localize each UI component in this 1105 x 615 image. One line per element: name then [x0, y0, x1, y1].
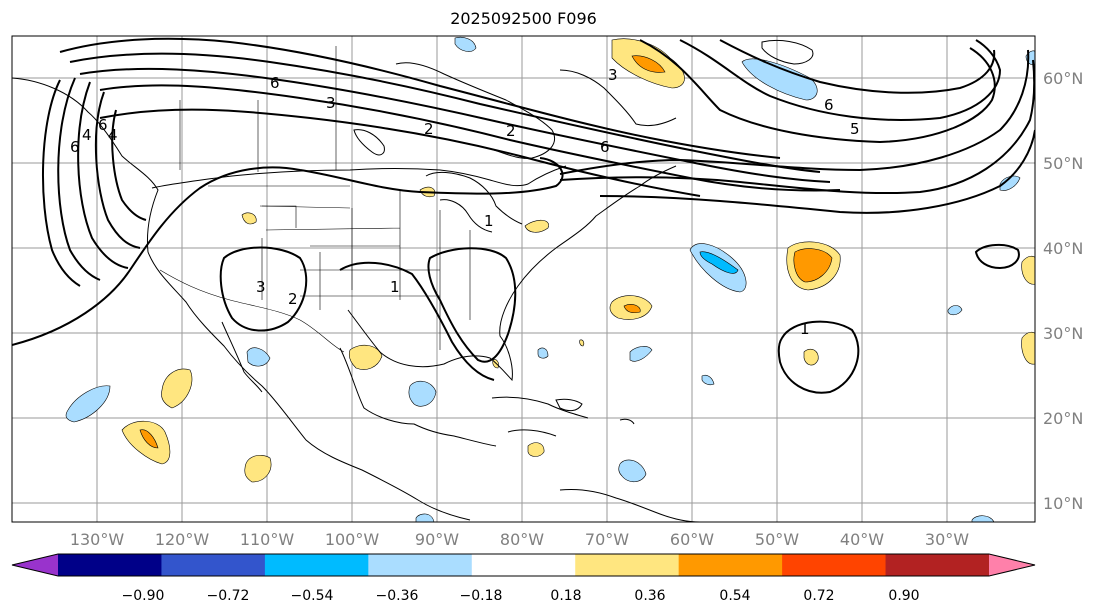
colorbar-tick-label: 0.36	[634, 588, 665, 604]
colorbar-tick-label: −0.90	[122, 588, 165, 604]
lat-label: 10°N	[1043, 494, 1083, 513]
colorbar-tick-label: −0.36	[376, 588, 419, 604]
contour-label: 6	[70, 138, 80, 156]
lat-label: 50°N	[1043, 154, 1083, 173]
contour-label: 6	[98, 116, 108, 134]
colorbar-segment	[575, 554, 680, 576]
lat-label: 20°N	[1043, 409, 1083, 428]
contour-label: 3	[326, 94, 336, 112]
colorbar-tick-label: 0.54	[719, 588, 750, 604]
colorbar-tick-label: −0.72	[207, 588, 250, 604]
colorbar-tick-label: −0.18	[460, 588, 503, 604]
lon-label: 100°W	[325, 530, 380, 549]
colorbar-tick-label: −0.54	[291, 588, 334, 604]
colorbar-extension-high	[989, 554, 1035, 576]
contour-label: 6	[600, 138, 610, 156]
lon-label: 50°W	[755, 530, 799, 549]
colorbar-segment	[471, 554, 576, 576]
lat-label: 30°N	[1043, 324, 1083, 343]
longitude-labels: 130°W 120°W 110°W 100°W 90°W 80°W 70°W 6…	[70, 530, 969, 549]
map-title: 2025092500 F096	[450, 9, 597, 28]
political-borders	[159, 46, 471, 353]
lon-label: 70°W	[585, 530, 629, 549]
contour-label: 6	[824, 96, 834, 114]
lon-label: 110°W	[240, 530, 295, 549]
lat-label: 40°N	[1043, 239, 1083, 258]
contour-label: 2	[506, 122, 516, 140]
contour-label: 1	[800, 320, 810, 338]
lon-label: 30°W	[925, 530, 969, 549]
colorbar-tick-label: 0.72	[803, 588, 834, 604]
colorbar-segment	[782, 554, 887, 576]
colorbar	[11, 553, 1036, 577]
lon-label: 120°W	[155, 530, 210, 549]
contour-label: 3	[256, 278, 266, 296]
colorbar-outline	[11, 553, 1036, 577]
colorbar-segment	[58, 554, 162, 576]
latitude-labels: 60°N 50°N 40°N 30°N 20°N 10°N	[1043, 69, 1083, 513]
lon-label: 80°W	[500, 530, 544, 549]
lon-label: 60°W	[670, 530, 714, 549]
colorbar-tick-labels: −0.90 −0.72 −0.54 −0.36 −0.18 0.18 0.36 …	[122, 588, 920, 604]
contour-label: 5	[850, 120, 860, 138]
contour-label: 1	[390, 278, 400, 296]
colorbar-segment	[161, 554, 266, 576]
contour-label: 4	[108, 126, 118, 144]
contour-label: 2	[288, 290, 298, 308]
lon-label: 90°W	[415, 530, 459, 549]
contour-label: 4	[82, 126, 92, 144]
lon-label: 130°W	[70, 530, 125, 549]
contour-labels: 6 4 6 4 6 3 2 2 1 6 3 6 5 3 2 1 1	[70, 66, 860, 338]
contour-label: 3	[608, 66, 618, 84]
height-contours	[12, 37, 1035, 394]
colorbar-tick-label: 0.18	[550, 588, 581, 604]
map-frame	[11, 35, 1036, 523]
colorbar-segment	[368, 554, 473, 576]
contour-label: 6	[270, 74, 280, 92]
colorbar-extension-low	[12, 554, 58, 576]
lat-label: 60°N	[1043, 69, 1083, 88]
contour-label: 2	[424, 120, 434, 138]
colorbar-tick-label: 0.90	[888, 588, 919, 604]
colorbar-segment	[885, 554, 990, 576]
colorbar-segment	[264, 554, 369, 576]
colorbar-segment	[678, 554, 783, 576]
lon-label: 40°W	[840, 530, 884, 549]
contour-label: 1	[484, 212, 494, 230]
